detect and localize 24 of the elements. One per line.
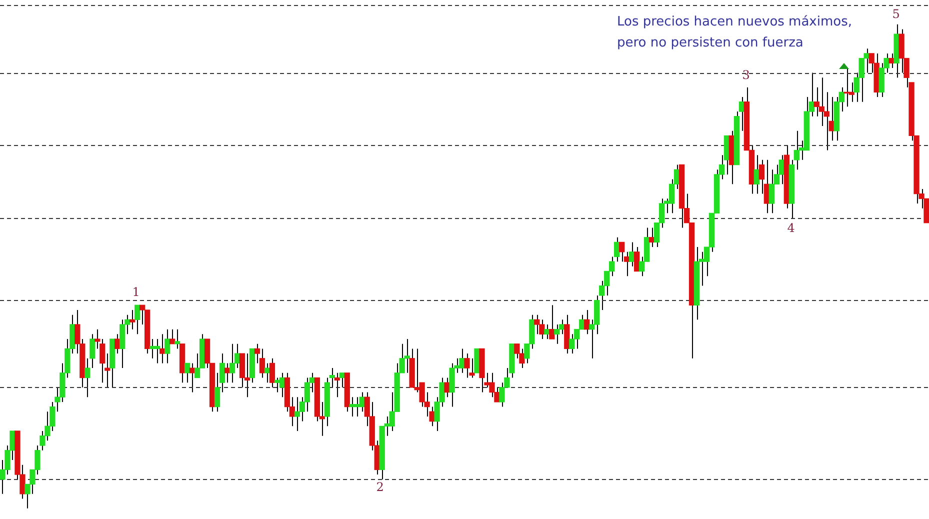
candlestick (754, 154, 760, 194)
candlestick (738, 96, 745, 132)
text: 5 (892, 7, 900, 22)
candlestick (259, 348, 266, 378)
annotation: 3 (742, 68, 750, 82)
candlestick (229, 343, 236, 384)
candlestick (549, 304, 555, 340)
annotation: 1 (132, 285, 140, 300)
candlestick (619, 242, 625, 262)
candlestick (90, 334, 96, 369)
candlestick (114, 334, 120, 354)
annotation: Los precios hacen nuevos máximos, pero no persisten con fuerza (617, 14, 852, 50)
candlestick (164, 328, 170, 364)
candlestick (130, 309, 136, 330)
candlestick (169, 328, 176, 344)
candlestick (174, 328, 180, 350)
candlestick (134, 304, 140, 335)
candlestick (84, 358, 90, 398)
candlestick (469, 358, 475, 378)
annotation: 2 (376, 480, 384, 494)
candlestick (269, 358, 276, 388)
candlestick (334, 372, 340, 398)
annotation: 4 (787, 221, 796, 236)
candlestick (554, 324, 560, 344)
